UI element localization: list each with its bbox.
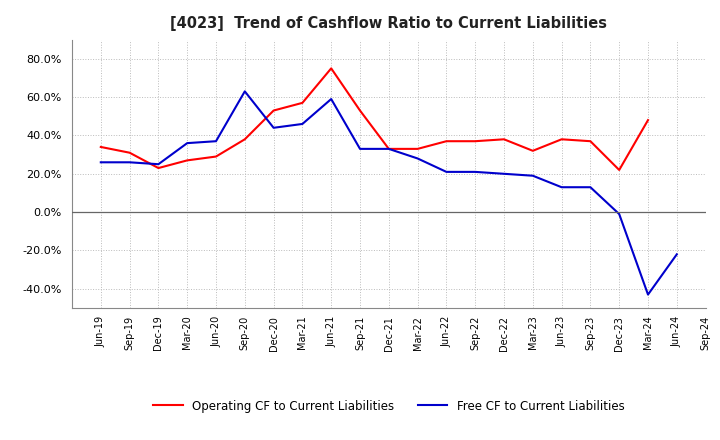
Free CF to Current Liabilities xyxy=(96,160,105,165)
Free CF to Current Liabilities xyxy=(327,96,336,102)
Operating CF to Current Liabilities xyxy=(557,137,566,142)
Free CF to Current Liabilities xyxy=(672,252,681,257)
Operating CF to Current Liabilities xyxy=(183,158,192,163)
Title: [4023]  Trend of Cashflow Ratio to Current Liabilities: [4023] Trend of Cashflow Ratio to Curren… xyxy=(171,16,607,32)
Operating CF to Current Liabilities xyxy=(269,108,278,113)
Free CF to Current Liabilities xyxy=(154,161,163,167)
Operating CF to Current Liabilities xyxy=(356,108,364,113)
Free CF to Current Liabilities xyxy=(269,125,278,130)
Free CF to Current Liabilities xyxy=(528,173,537,178)
Operating CF to Current Liabilities xyxy=(500,137,508,142)
Free CF to Current Liabilities xyxy=(413,156,422,161)
Free CF to Current Liabilities xyxy=(442,169,451,175)
Line: Operating CF to Current Liabilities: Operating CF to Current Liabilities xyxy=(101,68,648,170)
Operating CF to Current Liabilities xyxy=(96,144,105,150)
Operating CF to Current Liabilities xyxy=(615,167,624,172)
Operating CF to Current Liabilities xyxy=(586,139,595,144)
Free CF to Current Liabilities xyxy=(240,89,249,94)
Operating CF to Current Liabilities xyxy=(413,146,422,151)
Free CF to Current Liabilities xyxy=(384,146,393,151)
Free CF to Current Liabilities xyxy=(125,160,134,165)
Free CF to Current Liabilities xyxy=(500,171,508,176)
Operating CF to Current Liabilities xyxy=(644,117,652,123)
Free CF to Current Liabilities xyxy=(557,185,566,190)
Operating CF to Current Liabilities xyxy=(327,66,336,71)
Line: Free CF to Current Liabilities: Free CF to Current Liabilities xyxy=(101,92,677,295)
Operating CF to Current Liabilities xyxy=(442,139,451,144)
Free CF to Current Liabilities xyxy=(586,185,595,190)
Operating CF to Current Liabilities xyxy=(528,148,537,154)
Operating CF to Current Liabilities xyxy=(212,154,220,159)
Operating CF to Current Liabilities xyxy=(298,100,307,106)
Operating CF to Current Liabilities xyxy=(154,165,163,171)
Free CF to Current Liabilities xyxy=(644,292,652,297)
Operating CF to Current Liabilities xyxy=(384,146,393,151)
Free CF to Current Liabilities xyxy=(471,169,480,175)
Free CF to Current Liabilities xyxy=(298,121,307,127)
Free CF to Current Liabilities xyxy=(183,140,192,146)
Free CF to Current Liabilities xyxy=(615,211,624,216)
Free CF to Current Liabilities xyxy=(212,139,220,144)
Legend: Operating CF to Current Liabilities, Free CF to Current Liabilities: Operating CF to Current Liabilities, Fre… xyxy=(153,400,624,413)
Operating CF to Current Liabilities xyxy=(471,139,480,144)
Operating CF to Current Liabilities xyxy=(125,150,134,155)
Operating CF to Current Liabilities xyxy=(240,137,249,142)
Free CF to Current Liabilities xyxy=(356,146,364,151)
